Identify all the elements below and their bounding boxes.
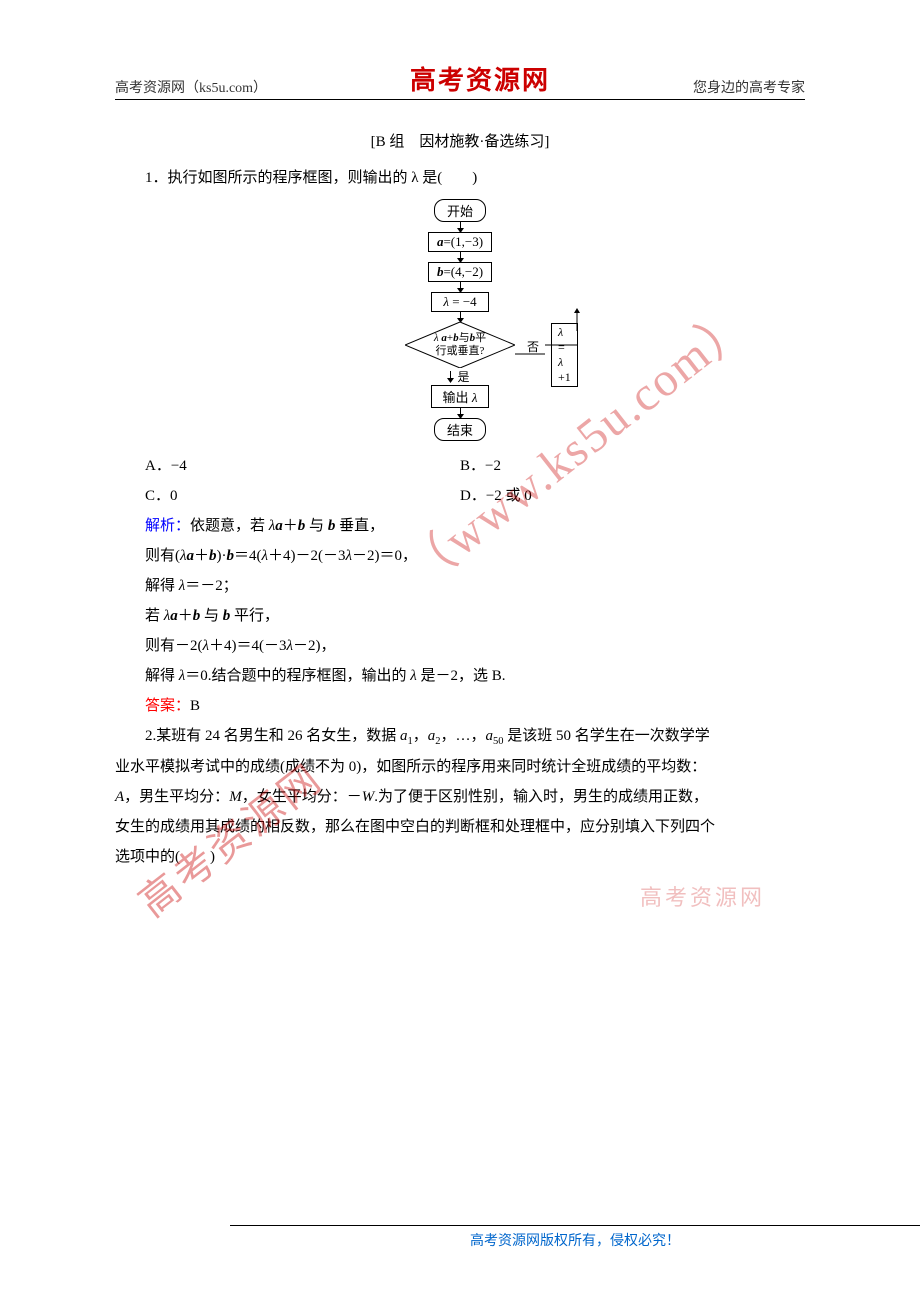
q1-stem: 1．执行如图所示的程序框图，则输出的 λ 是( ) [115, 163, 805, 193]
flow-step-b: b=(4,−2) [428, 262, 492, 282]
section-title: [B 组 因材施教·备选练习] [115, 130, 805, 151]
solution-label: 解析： [145, 518, 190, 534]
flow-arrow-icon [460, 312, 461, 322]
q1-solution-line: 解得 λ＝－2； [115, 571, 805, 601]
q1-flowchart: 开始 a=(1,−3) b=(4,−2) λ = −4 λ a+b与b平 行或垂… [115, 199, 805, 441]
q2-line: 女生的成绩用其成绩的相反数，那么在图中空白的判断框和处理框中，应分别填入下列四个 [115, 812, 805, 842]
q1-solution-line: 解得 λ＝0.结合题中的程序框图，输出的 λ 是－2，选 B. [115, 661, 805, 691]
flow-no-branch: 否 λ = λ +1 [515, 345, 578, 409]
option-a: A．−4 [115, 451, 460, 481]
option-b: B．−2 [460, 451, 805, 481]
page-header: 高考资源网（ks5u.com） 高考资源网 您身边的高考专家 [115, 60, 805, 100]
watermark-brand-small: 高考资源网 [640, 880, 765, 912]
flow-end: 结束 [434, 418, 486, 441]
q1-solution-line: 解析：依题意，若 λa＋b 与 b 垂直， [115, 511, 805, 541]
q1-solution-line: 则有－2(λ＋4)＝4(－3λ－2)， [115, 631, 805, 661]
flow-yes-label: 是 [457, 368, 469, 385]
flow-arrow-icon [450, 372, 451, 382]
q2-line: A，男生平均分：M，女生平均分：－W.为了便于区别性别，输入时，男生的成绩用正数… [115, 782, 805, 812]
option-c: C．0 [115, 481, 460, 511]
header-center: 高考资源网 [410, 60, 550, 97]
answer-label: 答案： [145, 698, 190, 714]
page-footer: 高考资源网版权所有，侵权必究！ [230, 1225, 920, 1250]
q1-solution-line: 则有(λa＋b)·b＝4(λ＋4)－2(－3λ－2)＝0， [115, 541, 805, 571]
flow-arrow-icon [460, 282, 461, 292]
option-d: D．−2 或 0 [460, 481, 805, 511]
header-left: 高考资源网（ks5u.com） [115, 77, 267, 97]
flow-arrow-icon [460, 252, 461, 262]
flow-decision: λ a+b与b平 行或垂直? [405, 322, 515, 368]
q1-answer: 答案：B [115, 691, 805, 721]
q2-line: 2.某班有 24 名男生和 26 名女生，数据 a1，a2，…，a50 是该班 … [115, 721, 805, 752]
header-right: 您身边的高考专家 [693, 77, 805, 97]
flow-output: 输出 λ [431, 385, 489, 408]
q2-line: 业水平模拟考试中的成绩(成绩不为 0)，如图所示的程序用来同时统计全班成绩的平均… [115, 752, 805, 782]
q2-line: 选项中的( ) [115, 842, 805, 872]
flow-arrow-icon [460, 222, 461, 232]
q1-solution-line: 若 λa＋b 与 b 平行， [115, 601, 805, 631]
flow-start: 开始 [434, 199, 486, 222]
flow-step-a: a=(1,−3) [428, 232, 492, 252]
flow-arrow-icon [460, 408, 461, 418]
q1-options: A．−4 B．−2 C．0 D．−2 或 0 [115, 451, 805, 511]
flow-step-lambda: λ = −4 [431, 292, 489, 312]
